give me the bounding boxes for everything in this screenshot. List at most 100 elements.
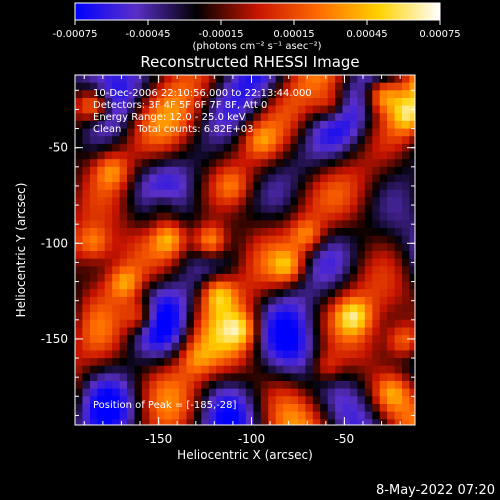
heatmap-cell (82, 304, 91, 313)
heatmap-cell (231, 266, 240, 275)
heatmap-cell (402, 212, 410, 221)
heatmap-cell (156, 373, 165, 382)
heatmap-cell (327, 342, 336, 352)
heatmap-cell (268, 90, 277, 99)
heatmap-cell (127, 427, 135, 435)
heatmap-cell (387, 182, 396, 191)
heatmap-cell (283, 304, 292, 313)
heatmap-cell (364, 411, 373, 420)
heatmap-cell (394, 205, 403, 214)
heatmap-cell (82, 105, 91, 114)
heatmap-cell (253, 342, 262, 352)
heatmap-cell (320, 136, 329, 145)
heatmap-cell (89, 273, 98, 283)
heatmap-cell (283, 358, 292, 367)
heatmap-cell (327, 113, 336, 122)
heatmap-cell (179, 189, 187, 199)
heatmap-cell (268, 75, 277, 84)
heatmap-cell (82, 75, 91, 84)
heatmap-cell (342, 105, 351, 114)
heatmap-cell (275, 174, 284, 183)
heatmap-cell (253, 128, 262, 137)
heatmap-cell (387, 243, 396, 252)
heatmap-cell (379, 365, 388, 374)
heatmap-cell (119, 235, 128, 244)
heatmap-cell (268, 189, 277, 199)
heatmap-cell (245, 358, 254, 367)
heatmap-cell (149, 220, 158, 229)
heatmap-cell (127, 105, 135, 114)
heatmap-cell (357, 342, 366, 352)
heatmap-cell (298, 166, 306, 176)
heatmap-cell (156, 396, 165, 405)
heatmap-cell (387, 266, 396, 275)
heatmap-cell (268, 373, 277, 382)
heatmap-cell (201, 342, 210, 352)
heatmap-cell (312, 159, 321, 168)
heatmap-cell (223, 189, 232, 199)
heatmap-cell (417, 427, 425, 435)
heatmap-cell (120, 427, 128, 435)
heatmap-cell (364, 205, 373, 214)
heatmap-cell (402, 358, 410, 367)
heatmap-cell (82, 396, 91, 405)
heatmap-cell (171, 281, 180, 290)
heatmap-cell (141, 365, 150, 374)
heatmap-cell (298, 159, 306, 168)
heatmap-cell (372, 419, 381, 425)
heatmap-cell (417, 343, 425, 351)
heatmap-cell (253, 365, 262, 374)
heatmap-cell (253, 98, 262, 107)
heatmap-cell (409, 174, 415, 183)
heatmap-cell (350, 113, 358, 122)
heatmap-cell (357, 212, 366, 221)
heatmap-cell (387, 220, 396, 229)
heatmap-cell (327, 258, 336, 267)
heatmap-cell (372, 281, 381, 290)
x-tick-label: -50 (335, 432, 355, 446)
heatmap-cell (335, 304, 344, 313)
heatmap-cell (156, 411, 165, 420)
heatmap-cell (364, 350, 373, 359)
heatmap-cell (290, 120, 299, 130)
heatmap-cell (75, 404, 83, 413)
heatmap-cell (290, 342, 299, 352)
heatmap-cell (134, 128, 143, 137)
heatmap-cell (253, 396, 262, 405)
heatmap-cell (327, 404, 336, 413)
heatmap-cell (335, 205, 344, 214)
heatmap-cell (357, 113, 366, 122)
heatmap-cell (97, 304, 106, 313)
heatmap-cell (156, 166, 165, 176)
heatmap-cell (134, 90, 143, 99)
heatmap-cell (417, 358, 425, 366)
heatmap-cell (298, 419, 306, 425)
heatmap-cell (208, 243, 217, 252)
heatmap-cell (156, 358, 165, 367)
heatmap-cell (312, 205, 321, 214)
heatmap-cell (97, 174, 106, 183)
heatmap-cell (312, 312, 321, 321)
heatmap-cell (417, 152, 425, 160)
heatmap-cell (290, 350, 299, 359)
heatmap-cell (238, 90, 247, 99)
heatmap-cell (275, 136, 284, 145)
heatmap-cell (290, 228, 299, 237)
heatmap-cell (283, 151, 292, 160)
heatmap-cell (364, 159, 373, 168)
heatmap-cell (283, 365, 292, 374)
heatmap-cell (283, 159, 292, 168)
heatmap-cell (283, 427, 291, 435)
heatmap-cell (201, 228, 210, 237)
heatmap-cell (89, 289, 98, 298)
heatmap-cell (119, 404, 128, 413)
heatmap-cell (327, 197, 336, 206)
heatmap-cell (283, 319, 292, 329)
heatmap-cell (298, 427, 306, 435)
heatmap-cell (82, 197, 91, 206)
heatmap-cell (320, 327, 329, 336)
heatmap-cell (134, 174, 143, 183)
heatmap-cell (164, 319, 173, 329)
heatmap-cell (342, 243, 351, 252)
heatmap-cell (268, 166, 277, 176)
